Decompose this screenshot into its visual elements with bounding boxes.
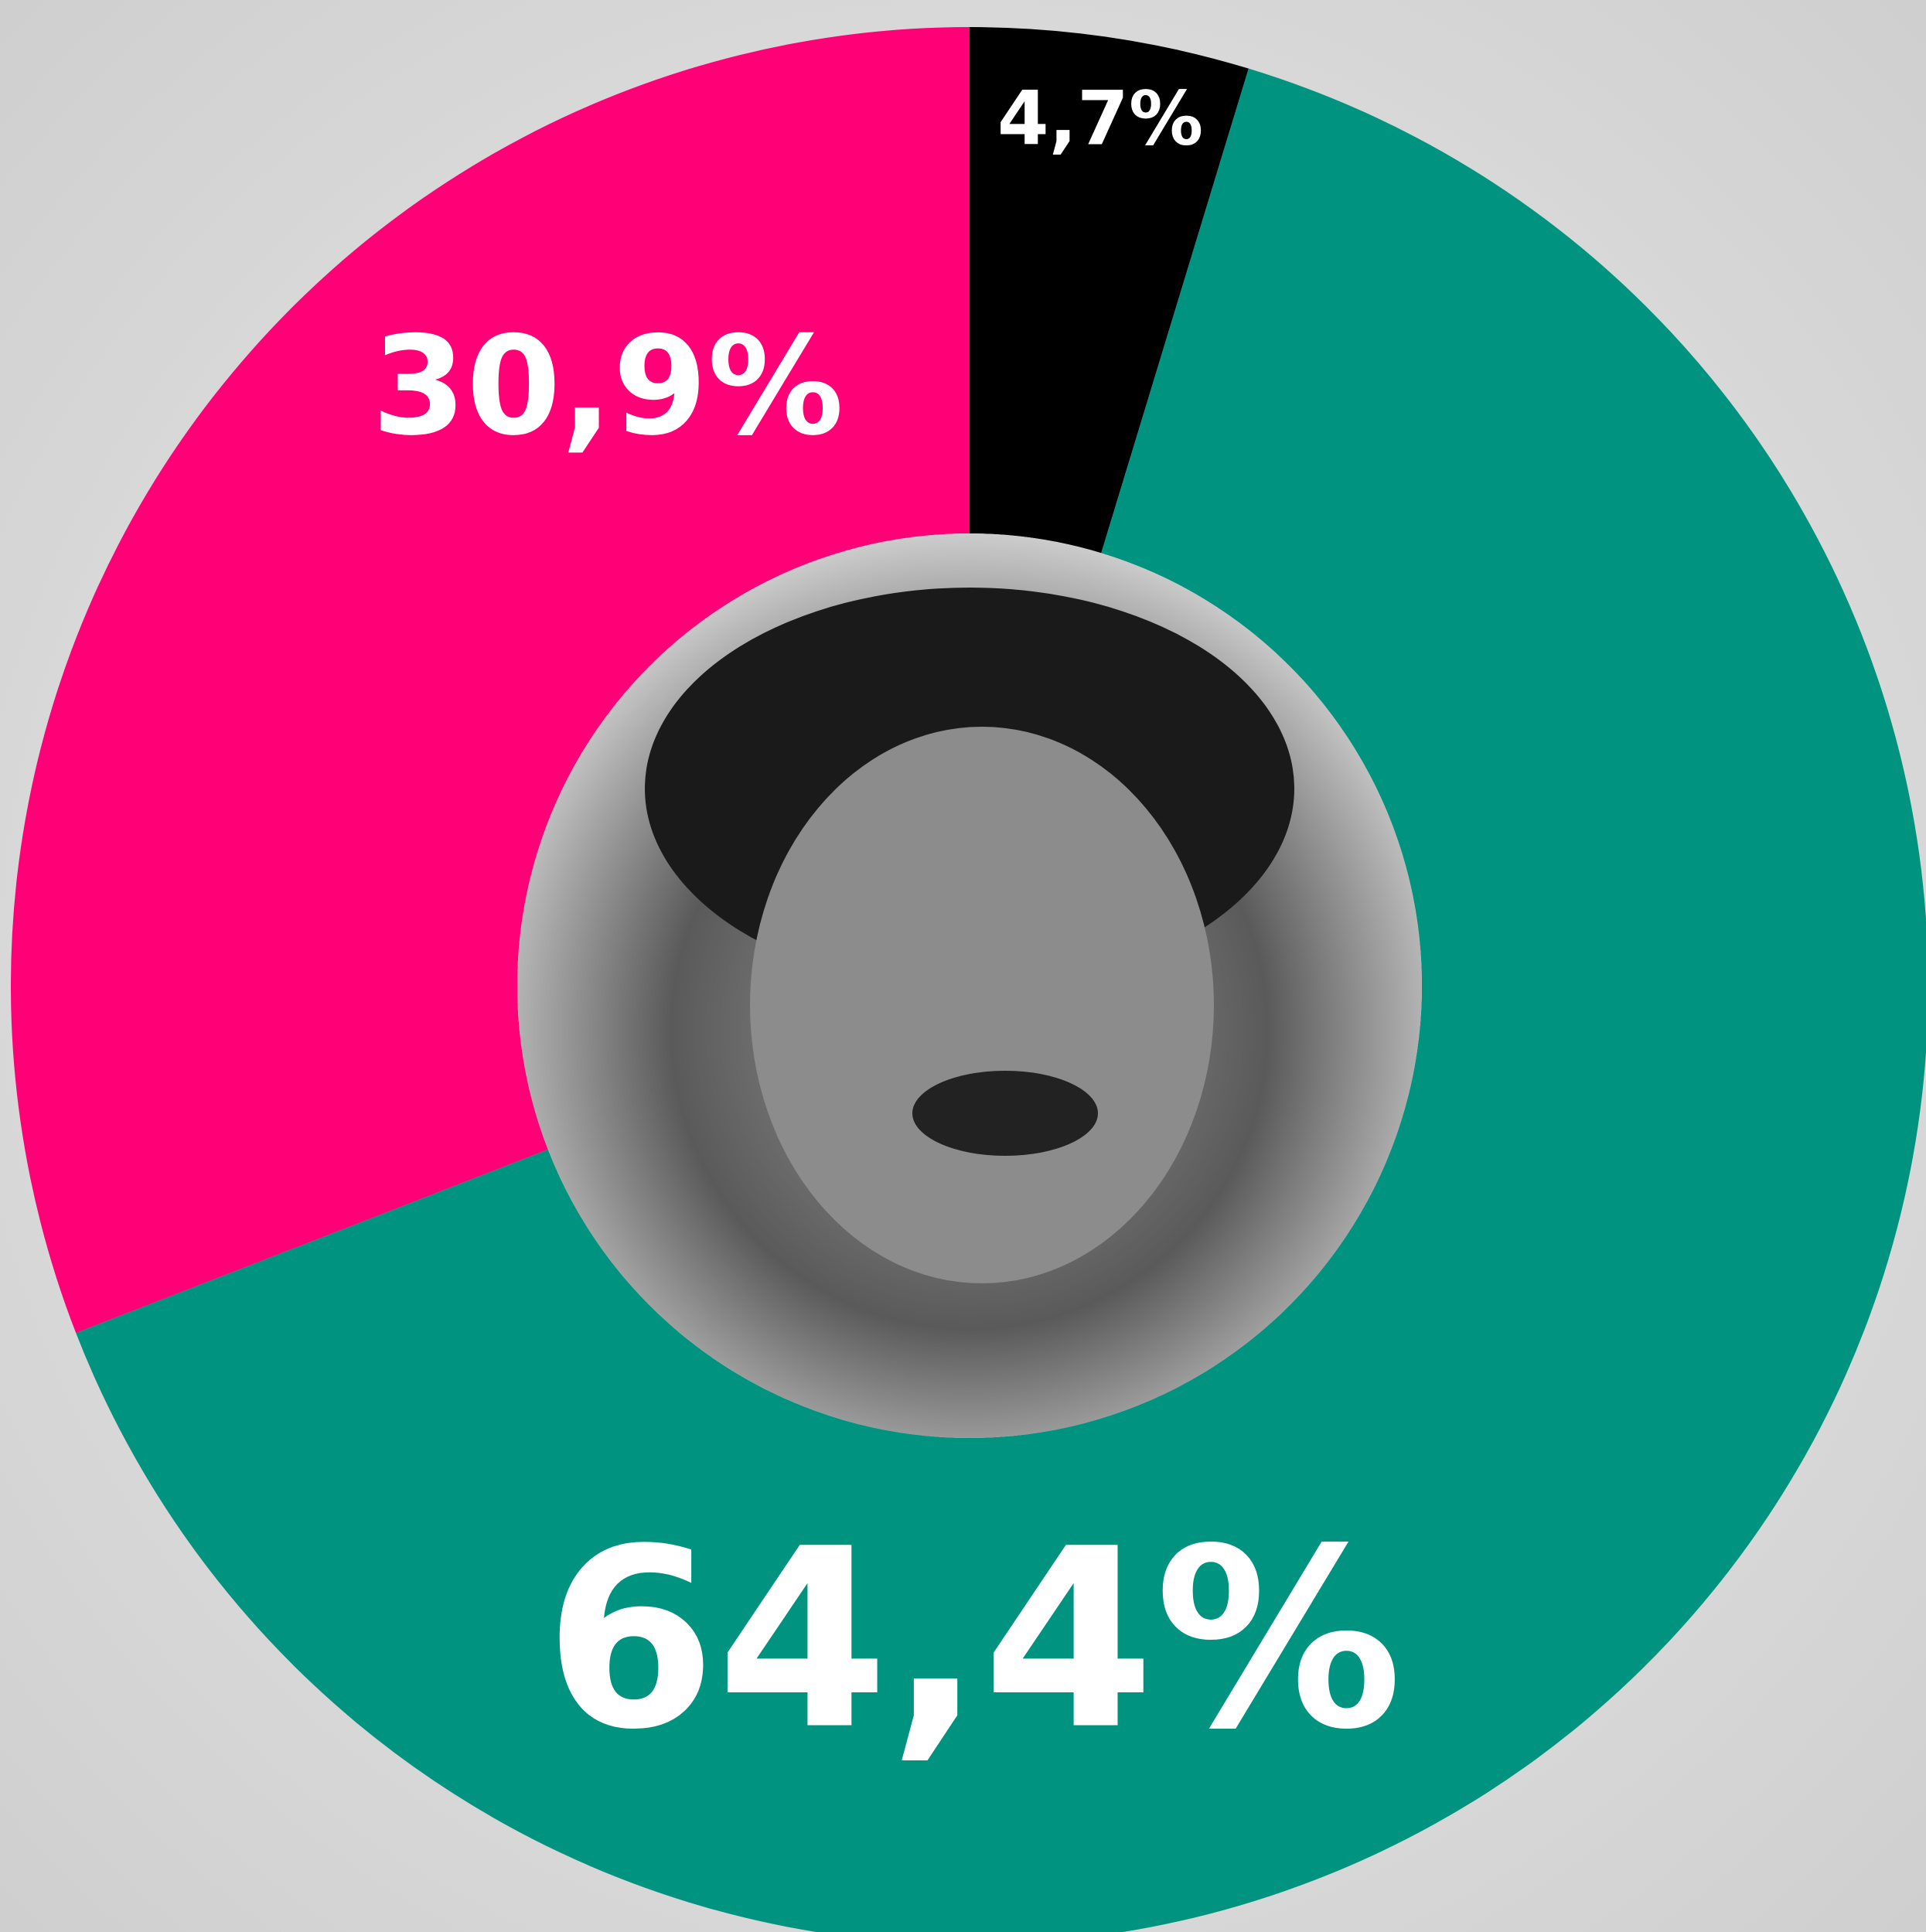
center-photo (517, 533, 1422, 1438)
labels: 4,7% 64,4% 30,9% (372, 75, 1403, 1784)
donut-slice (970, 27, 1249, 554)
donut-slice (10, 27, 970, 1334)
donut-slice (76, 68, 1926, 1932)
value-label: 4,7% (997, 75, 1203, 162)
photo-face (750, 727, 1214, 1283)
value-label: 30,9% (372, 307, 844, 465)
slices (10, 27, 1926, 1932)
value-label: 64,4% (544, 1497, 1403, 1784)
photo-mouth (912, 1071, 1098, 1156)
